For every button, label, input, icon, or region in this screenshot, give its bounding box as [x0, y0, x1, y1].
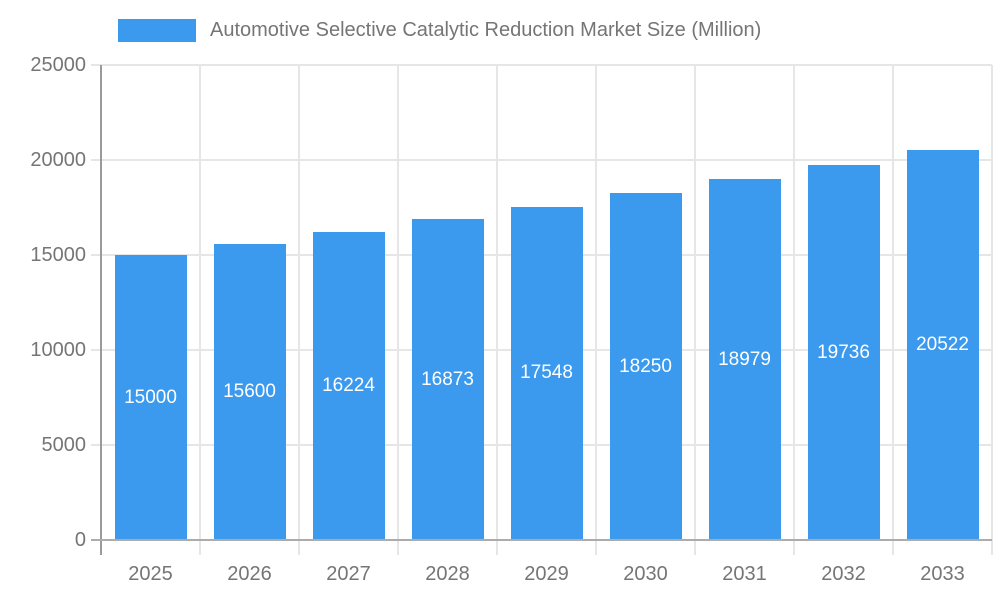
x-gridline — [991, 65, 993, 555]
y-axis-tick — [91, 254, 101, 256]
bar-value-label: 16873 — [421, 368, 474, 390]
chart-legend-item[interactable]: Automotive Selective Catalytic Reduction… — [118, 18, 761, 42]
bar[interactable] — [708, 179, 781, 540]
x-gridline — [397, 65, 399, 555]
bar[interactable] — [807, 165, 880, 540]
bar-value-label: 18979 — [718, 348, 771, 370]
y-axis-tick — [91, 159, 101, 161]
x-gridline — [793, 65, 795, 555]
y-axis-tick — [91, 444, 101, 446]
bar-value-label: 15600 — [223, 380, 276, 402]
legend-label: Automotive Selective Catalytic Reduction… — [210, 19, 762, 41]
bar-value-label: 16224 — [322, 374, 375, 396]
y-axis-tick — [91, 64, 101, 66]
x-axis-tick-label: 2031 — [722, 563, 767, 585]
bar-value-label: 18250 — [619, 355, 672, 377]
bar-value-label: 20522 — [916, 334, 969, 356]
bar-value-label: 15000 — [124, 386, 177, 408]
x-axis-tick-label: 2027 — [326, 563, 371, 585]
y-axis-tick — [91, 349, 101, 351]
x-gridline — [694, 65, 696, 555]
bar[interactable] — [114, 255, 187, 540]
x-gridline — [595, 65, 597, 555]
legend-swatch — [118, 18, 196, 42]
x-axis-tick-label: 2030 — [623, 563, 668, 585]
y-axis-line — [100, 65, 102, 555]
y-gridline — [101, 159, 992, 161]
y-axis-tick-label: 5000 — [41, 434, 87, 456]
y-axis-tick-label: 0 — [74, 529, 86, 551]
x-axis-tick-label: 2026 — [227, 563, 272, 585]
bar[interactable] — [510, 206, 583, 540]
y-axis-tick-label: 15000 — [30, 244, 86, 266]
bar[interactable] — [312, 231, 385, 540]
x-axis-tick-label: 2028 — [425, 563, 470, 585]
bar[interactable] — [411, 219, 484, 540]
y-gridline — [101, 64, 992, 66]
y-axis-tick-label: 10000 — [30, 339, 86, 361]
y-axis-tick-label: 20000 — [30, 149, 86, 171]
bar[interactable] — [906, 150, 979, 540]
x-axis-tick-label: 2032 — [821, 563, 866, 585]
x-gridline — [496, 65, 498, 555]
x-axis-tick-label: 2029 — [524, 563, 569, 585]
x-axis-tick-label: 2025 — [128, 563, 173, 585]
x-gridline — [199, 65, 201, 555]
x-gridline — [892, 65, 894, 555]
x-axis-line — [91, 539, 992, 541]
x-gridline — [298, 65, 300, 555]
bar-value-label: 17548 — [520, 362, 573, 384]
x-axis-tick-label: 2033 — [920, 563, 965, 585]
bar[interactable] — [213, 243, 286, 540]
bar[interactable] — [609, 193, 682, 540]
y-axis-tick-label: 25000 — [30, 54, 86, 76]
bar-value-label: 19736 — [817, 341, 870, 363]
